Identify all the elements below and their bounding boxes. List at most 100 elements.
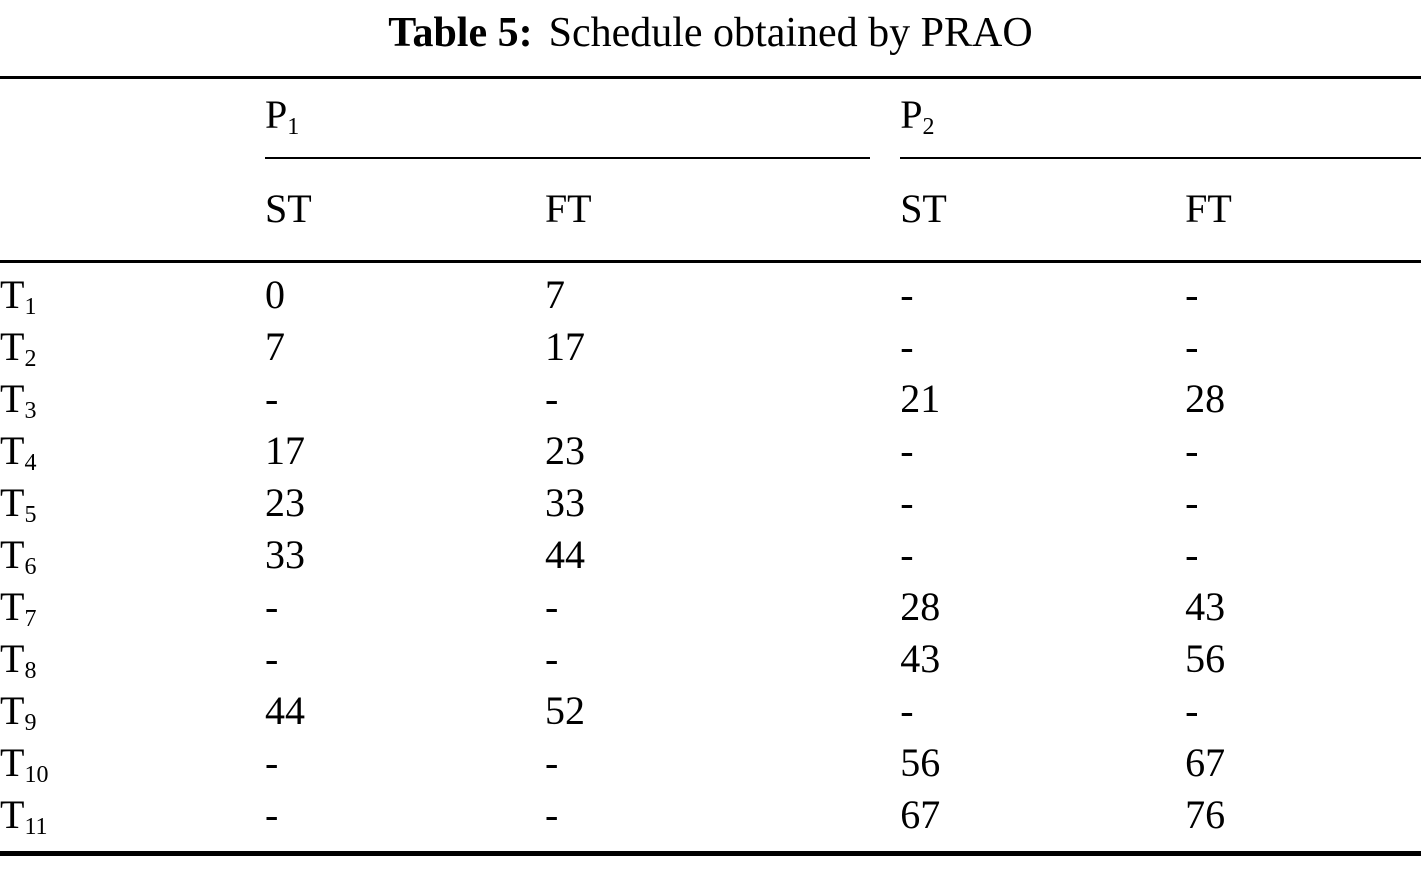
cell-p1-ft: 23 (544, 428, 585, 473)
col-header-p1-ft: FT (544, 159, 901, 263)
task-subscript: 9 (24, 710, 37, 736)
caption-text: Schedule obtained by PRAO (548, 10, 1033, 56)
cell-p2-st: 28 (900, 584, 941, 629)
task-label: T (0, 428, 25, 473)
task-subscript: 10 (24, 762, 49, 788)
table-row: T6 33 44 - - (0, 529, 1421, 581)
group-name: P (265, 92, 288, 137)
subheader-row: ST FT ST FT (0, 159, 1421, 263)
cell-p1-st: - (265, 740, 279, 785)
cell-p1-st: - (265, 792, 279, 837)
cell-p1-ft: 17 (544, 324, 585, 369)
task-label: T (0, 272, 25, 317)
cell-p2-st: 56 (900, 740, 941, 785)
task-label: T (0, 636, 25, 681)
task-subscript: 3 (24, 398, 37, 424)
cell-p1-st: - (265, 636, 279, 681)
table-row: T5 23 33 - - (0, 477, 1421, 529)
task-label: T (0, 376, 25, 421)
table-row: T3 - - 21 28 (0, 373, 1421, 425)
cell-p1-st: 0 (265, 272, 286, 317)
schedule-table: P1 P2 ST FT ST FT T1 0 7 - (0, 76, 1421, 856)
group-label-p1: P1 (265, 79, 900, 139)
cell-p2-ft: - (1185, 324, 1199, 369)
cell-p1-st: - (265, 584, 279, 629)
cell-p1-ft: 33 (544, 480, 585, 525)
cell-p1-st: 17 (265, 428, 306, 473)
cell-p1-ft: 7 (544, 272, 565, 317)
cell-p1-ft: 44 (544, 532, 585, 577)
group-subscript: 2 (922, 114, 935, 140)
task-subscript: 5 (24, 502, 37, 528)
cell-p2-st: - (900, 428, 914, 473)
task-label: T (0, 324, 25, 369)
blank-subheader-cell (0, 159, 266, 263)
cell-p1-ft: - (544, 740, 559, 785)
col-header-p2-ft: FT (1185, 159, 1421, 263)
group-subscript: 1 (287, 114, 300, 140)
p2-group-rule (900, 157, 1421, 159)
table-row: T11 - - 67 76 (0, 789, 1421, 854)
cell-p1-st: 23 (265, 480, 306, 525)
cell-p2-st: 67 (900, 792, 941, 837)
cell-p2-ft: - (1185, 688, 1199, 733)
task-label: T (0, 532, 25, 577)
col-header-p2-st: ST (900, 159, 1186, 263)
cell-p2-st: - (900, 324, 914, 369)
task-subscript: 4 (24, 450, 37, 476)
table-row: T1 0 7 - - (0, 262, 1421, 322)
cell-p2-ft: - (1185, 428, 1199, 473)
cell-p2-st: 21 (900, 376, 941, 421)
group-label-p2: P2 (900, 79, 1421, 139)
cell-p1-ft: - (544, 636, 559, 681)
task-label: T (0, 740, 25, 785)
cell-p1-ft: - (544, 584, 559, 629)
cell-p1-st: 44 (265, 688, 306, 733)
table-row: T4 17 23 - - (0, 425, 1421, 477)
cell-p2-st: - (900, 688, 914, 733)
task-label: T (0, 792, 25, 837)
blank-header-cell (0, 78, 265, 160)
cell-p1-ft: 52 (544, 688, 585, 733)
cell-p2-ft: 67 (1185, 740, 1226, 785)
group-name: P (900, 92, 923, 137)
cell-p2-ft: 76 (1185, 792, 1226, 837)
task-label: T (0, 688, 25, 733)
table-row: T10 - - 56 67 (0, 737, 1421, 789)
p1-group-rule (265, 157, 871, 159)
group-header-p1: P1 (265, 78, 900, 159)
cell-p1-st: 7 (265, 324, 286, 369)
task-subscript: 8 (24, 658, 37, 684)
cell-p2-st: - (900, 532, 914, 577)
task-label: T (0, 584, 25, 629)
group-header-row: P1 P2 (0, 78, 1421, 160)
cell-p2-st: 43 (900, 636, 941, 681)
cell-p2-ft: - (1185, 272, 1199, 317)
table-caption: Table 5: Schedule obtained by PRAO (0, 0, 1421, 76)
cell-p2-ft: - (1185, 480, 1199, 525)
table-row: T8 - - 43 56 (0, 633, 1421, 685)
task-subscript: 6 (24, 554, 37, 580)
group-header-p2: P2 (900, 78, 1421, 159)
cell-p1-ft: - (544, 792, 559, 837)
task-subscript: 11 (24, 814, 48, 840)
cell-p1-ft: - (544, 376, 559, 421)
cell-p2-st: - (900, 272, 914, 317)
cell-p1-st: 33 (265, 532, 306, 577)
table-row: T9 44 52 - - (0, 685, 1421, 737)
cell-p2-ft: - (1185, 532, 1199, 577)
cell-p1-st: - (265, 376, 279, 421)
col-header-p1-st: ST (265, 159, 545, 263)
task-label: T (0, 480, 25, 525)
cell-p2-ft: 28 (1185, 376, 1226, 421)
task-subscript: 1 (24, 294, 37, 320)
task-subscript: 7 (24, 606, 37, 632)
cell-p2-ft: 56 (1185, 636, 1226, 681)
cell-p2-ft: 43 (1185, 584, 1226, 629)
table-row: T2 7 17 - - (0, 321, 1421, 373)
caption-label: Table 5: (388, 10, 533, 56)
task-subscript: 2 (24, 346, 37, 372)
cell-p2-st: - (900, 480, 914, 525)
table-row: T7 - - 28 43 (0, 581, 1421, 633)
